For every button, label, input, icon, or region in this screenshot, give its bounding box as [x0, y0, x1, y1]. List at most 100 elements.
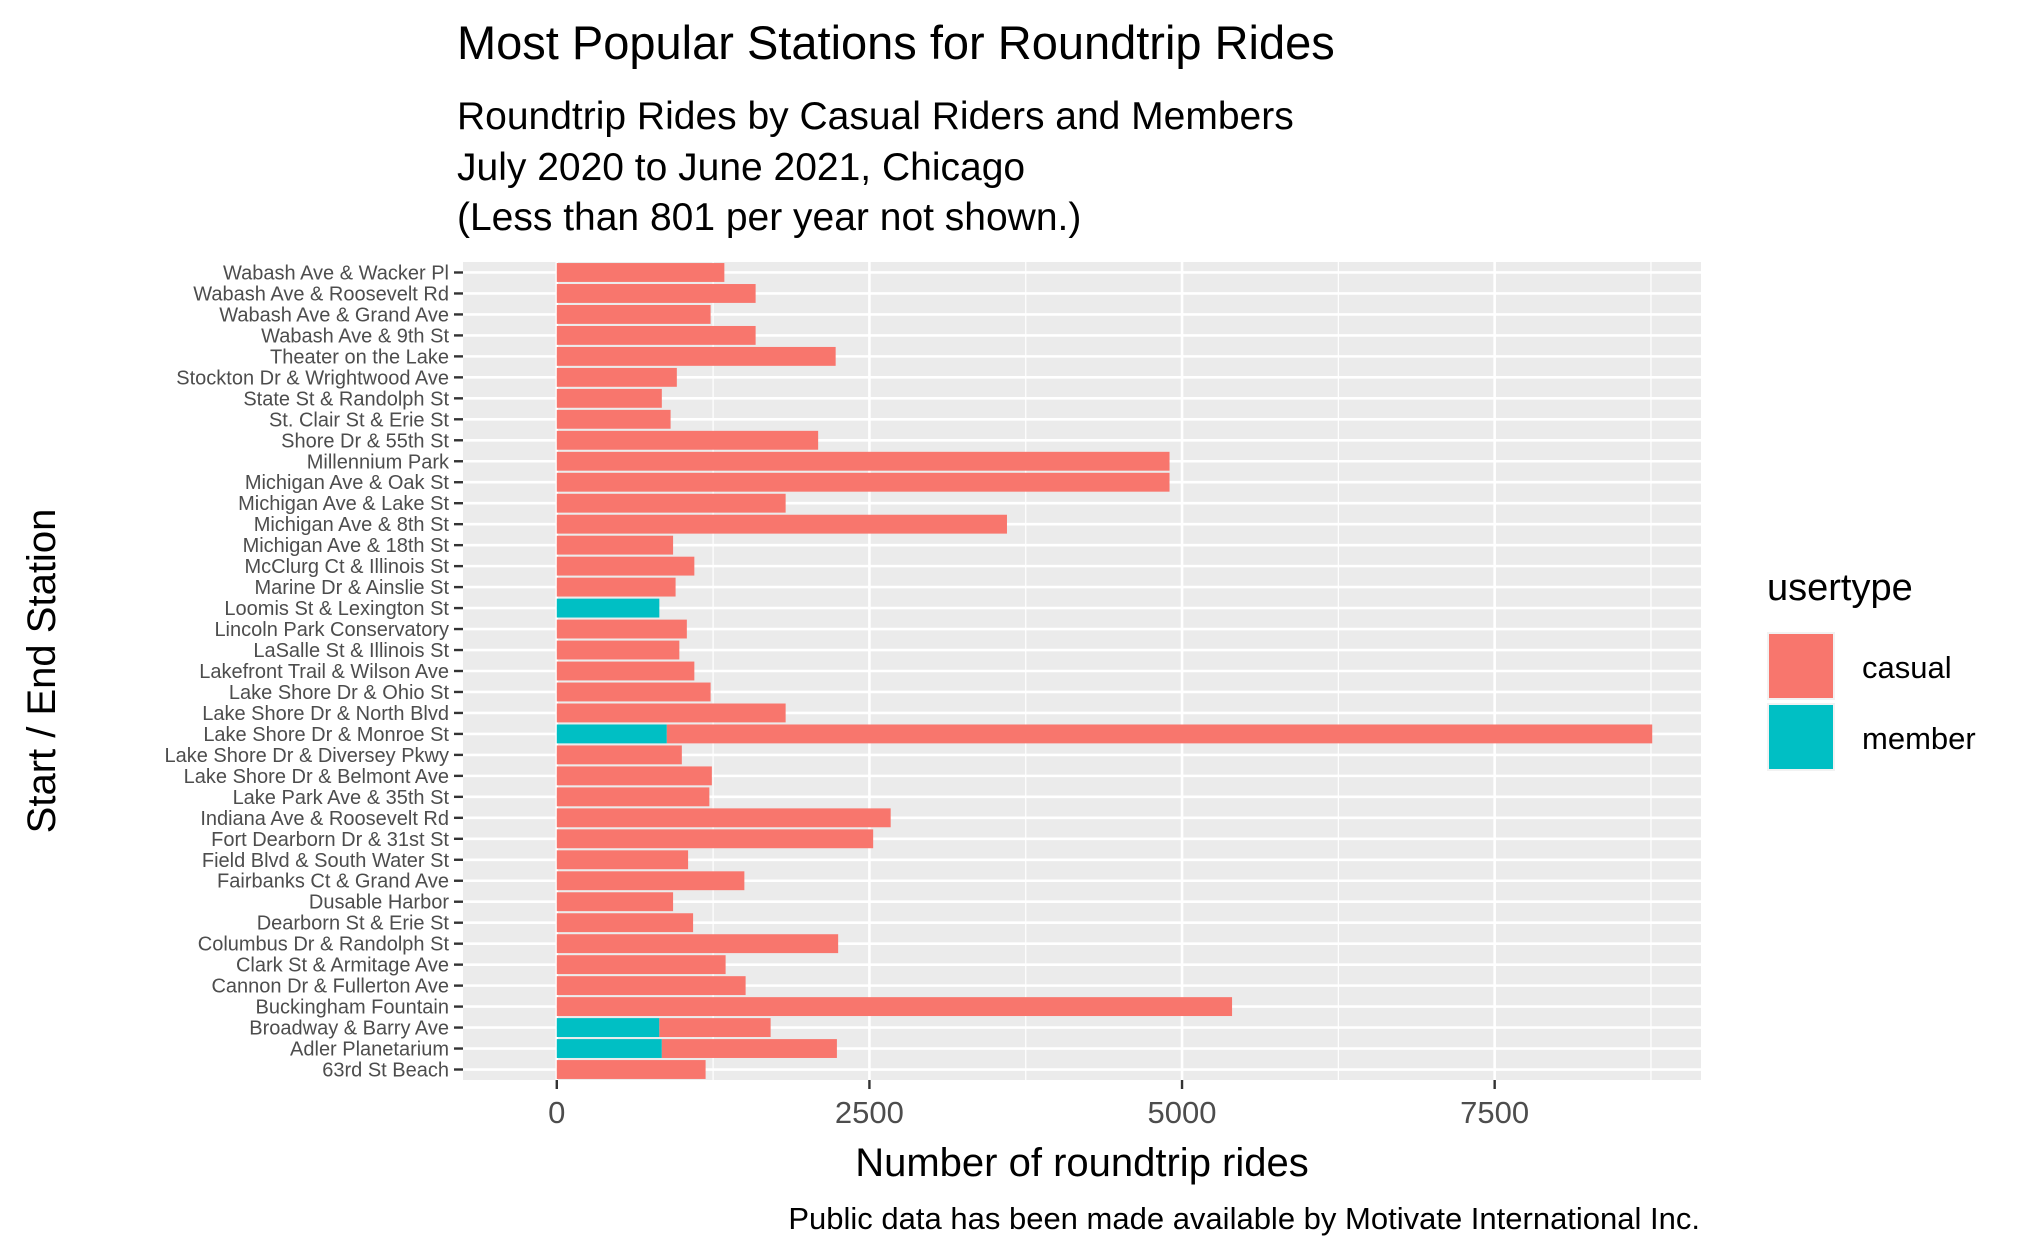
bar-casual — [661, 1039, 837, 1058]
y-tick-label: Wabash Ave & Roosevelt Rd — [193, 283, 449, 305]
bar-member — [556, 1039, 662, 1058]
y-tick-label: Lakefront Trail & Wilson Ave — [199, 661, 449, 683]
bar-casual — [556, 976, 746, 996]
y-tick-label: Millennium Park — [307, 451, 450, 473]
bar-casual — [556, 997, 1233, 1017]
y-tick-label: State St & Randolph St — [243, 388, 449, 410]
bar-casual — [556, 535, 674, 555]
legend-title: usertype — [1767, 567, 1913, 609]
y-tick-label: Wabash Ave & 9th St — [261, 325, 449, 347]
y-tick-label: Theater on the Lake — [270, 346, 449, 368]
bar-casual — [556, 263, 725, 282]
bar-member — [556, 724, 667, 744]
legend-swatch-member — [1769, 705, 1833, 769]
chart-caption: Public data has been made available by M… — [788, 1201, 1700, 1236]
bar-casual — [556, 682, 711, 702]
bar-casual — [556, 367, 677, 387]
bar-casual — [556, 955, 726, 975]
bar-casual — [556, 388, 662, 408]
y-axis-title: Start / End Station — [20, 509, 64, 834]
bar-casual — [659, 1018, 771, 1038]
y-tick-label: Shore Dr & 55th St — [281, 430, 449, 452]
x-tick-label: 0 — [548, 1095, 565, 1130]
bar-casual — [556, 934, 839, 954]
y-tick-label: Columbus Dr & Randolph St — [198, 934, 450, 956]
y-tick-label: Stockton Dr & Wrightwood Ave — [176, 367, 449, 389]
y-tick-label: Adler Planetarium — [290, 1039, 449, 1061]
bar-casual — [556, 850, 689, 870]
bar-casual — [556, 556, 695, 576]
bar-casual — [556, 1060, 706, 1079]
bar-casual — [556, 640, 680, 660]
chart-title: Most Popular Stations for Roundtrip Ride… — [457, 16, 1335, 69]
y-tick-label: Wabash Ave & Grand Ave — [219, 304, 449, 326]
y-tick-label: Lincoln Park Conservatory — [214, 619, 449, 641]
bar-casual — [556, 892, 674, 912]
y-tick-label: LaSalle St & Illinois St — [253, 640, 449, 662]
bar-casual — [556, 472, 1170, 492]
x-tick-label: 5000 — [1148, 1095, 1217, 1130]
y-tick-label: Buckingham Fountain — [256, 997, 449, 1019]
bar-casual — [556, 766, 712, 786]
y-tick-label: Lake Shore Dr & Monroe St — [203, 724, 449, 746]
bar-casual — [556, 808, 891, 828]
legend-swatch-casual — [1769, 634, 1833, 698]
y-tick-label: Lake Shore Dr & Ohio St — [229, 682, 450, 704]
y-tick-label: Michigan Ave & Lake St — [238, 493, 449, 515]
y-tick-label: Fairbanks Ct & Grand Ave — [217, 871, 449, 893]
bar-casual — [556, 284, 756, 303]
bar-casual — [556, 325, 756, 345]
y-tick-label: Michigan Ave & 8th St — [254, 514, 450, 536]
bar-casual — [556, 430, 819, 450]
y-tick-label: Lake Shore Dr & Belmont Ave — [184, 766, 449, 788]
bar-casual — [556, 619, 687, 639]
bar-casual — [556, 346, 836, 366]
bar-casual — [556, 577, 676, 597]
y-tick-label: Broadway & Barry Ave — [249, 1018, 449, 1040]
y-tick-label: Field Blvd & South Water St — [202, 850, 450, 872]
y-tick-label: Dearborn St & Erie St — [257, 913, 450, 935]
chart-subtitle-line-2: July 2020 to June 2021, Chicago — [457, 146, 1025, 189]
bar-casual — [556, 871, 745, 891]
x-tick-label: 2500 — [835, 1095, 904, 1130]
bar-casual — [666, 724, 1653, 744]
y-tick-label: Dusable Harbor — [309, 892, 449, 914]
bar-casual — [556, 829, 874, 849]
bar-casual — [556, 493, 786, 513]
bar-casual — [556, 661, 695, 681]
bar-member — [556, 1018, 660, 1038]
bar-casual — [556, 787, 710, 807]
y-tick-label: Cannon Dr & Fullerton Ave — [211, 976, 449, 998]
y-tick-label: Loomis St & Lexington St — [224, 598, 449, 620]
y-tick-label: Lake Park Ave & 35th St — [233, 787, 450, 809]
bar-member — [556, 598, 660, 618]
chart-subtitle-line-1: Roundtrip Rides by Casual Riders and Mem… — [457, 95, 1294, 138]
bar-casual — [556, 304, 711, 324]
legend-label-member: member — [1862, 721, 1976, 756]
legend: usertype casual member — [1767, 567, 1976, 771]
y-tick-label: Clark St & Armitage Ave — [236, 955, 449, 977]
y-tick-label: Fort Dearborn Dr & 31st St — [211, 829, 449, 851]
x-axis-title: Number of roundtrip rides — [855, 1141, 1309, 1185]
y-tick-label: McClurg Ct & Illinois St — [245, 556, 450, 578]
bar-casual — [556, 703, 786, 723]
chart-subtitle-line-3: (Less than 801 per year not shown.) — [457, 196, 1081, 239]
y-tick-label: Michigan Ave & 18th St — [243, 535, 450, 557]
y-tick-label: St. Clair St & Erie St — [269, 409, 449, 431]
y-tick-label: Lake Shore Dr & North Blvd — [202, 703, 449, 725]
bar-casual — [556, 913, 694, 933]
bar-casual — [556, 409, 671, 429]
legend-label-casual: casual — [1862, 650, 1952, 685]
bar-casual — [556, 451, 1170, 471]
y-tick-label: 63rd St Beach — [322, 1060, 449, 1082]
bar-casual — [556, 745, 682, 765]
bars — [556, 263, 1653, 1079]
y-tick-label: Wabash Ave & Wacker Pl — [223, 262, 449, 284]
y-tick-label: Marine Dr & Ainslie St — [254, 577, 449, 599]
y-tick-label: Lake Shore Dr & Diversey Pkwy — [164, 745, 449, 767]
bar-casual — [556, 514, 1007, 534]
y-tick-label: Michigan Ave & Oak St — [245, 472, 450, 494]
x-tick-label: 7500 — [1460, 1095, 1529, 1130]
